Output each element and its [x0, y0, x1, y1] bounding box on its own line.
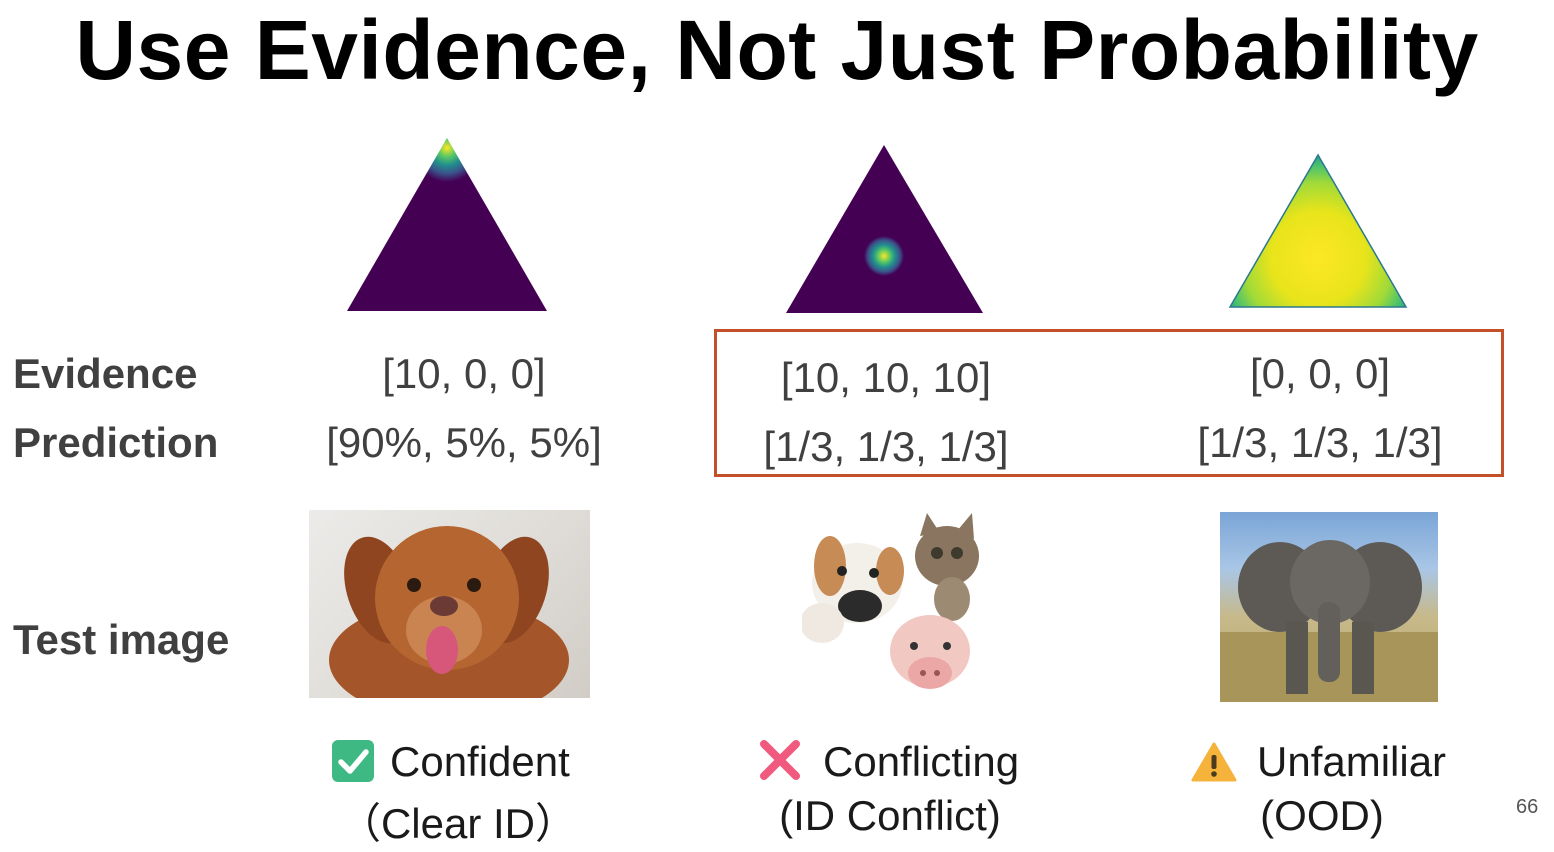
simplex-conflicting — [786, 145, 983, 313]
dog-cat-pig-photo — [802, 511, 992, 709]
warning-icon — [1191, 742, 1237, 782]
elephant-photo — [1220, 512, 1438, 702]
status-sublabel-unfamiliar: (OOD) — [1260, 792, 1384, 839]
check-mark-icon — [332, 740, 374, 782]
simplex-unfamiliar — [1228, 153, 1408, 308]
slide-title: Use Evidence, Not Just Probability — [75, 3, 1479, 97]
prediction-value-conflicting: [1/3, 1/3, 1/3] — [763, 423, 1009, 470]
dog-photo — [309, 510, 590, 698]
status-label-unfamiliar: Unfamiliar — [1257, 738, 1447, 785]
prediction-value-unfamiliar: [1/3, 1/3, 1/3] — [1197, 419, 1443, 466]
evidence-value-confident: [10, 0, 0] — [382, 350, 546, 397]
highlight-box — [714, 329, 1504, 477]
cross-mark-icon — [760, 740, 800, 780]
page-number: 66 — [1516, 796, 1539, 818]
simplex-confident — [347, 138, 547, 311]
status-label-confident: Confident — [390, 738, 570, 785]
prediction-value-confident: [90%, 5%, 5%] — [326, 419, 602, 466]
status-label-conflicting: Conflicting — [823, 738, 1020, 785]
status-sublabel-conflicting: (ID Conflict) — [779, 792, 1001, 839]
evidence-value-unfamiliar: [0, 0, 0] — [1249, 350, 1391, 397]
status-sublabel-confident: （Clear ID） — [338, 800, 578, 847]
row-label-prediction: Prediction — [13, 419, 219, 466]
evidence-value-conflicting: [10, 10, 10] — [780, 354, 992, 401]
row-label-evidence: Evidence — [13, 350, 198, 397]
row-label-test-image: Test image — [13, 616, 230, 663]
simplex-conflicting-peak — [864, 236, 904, 276]
